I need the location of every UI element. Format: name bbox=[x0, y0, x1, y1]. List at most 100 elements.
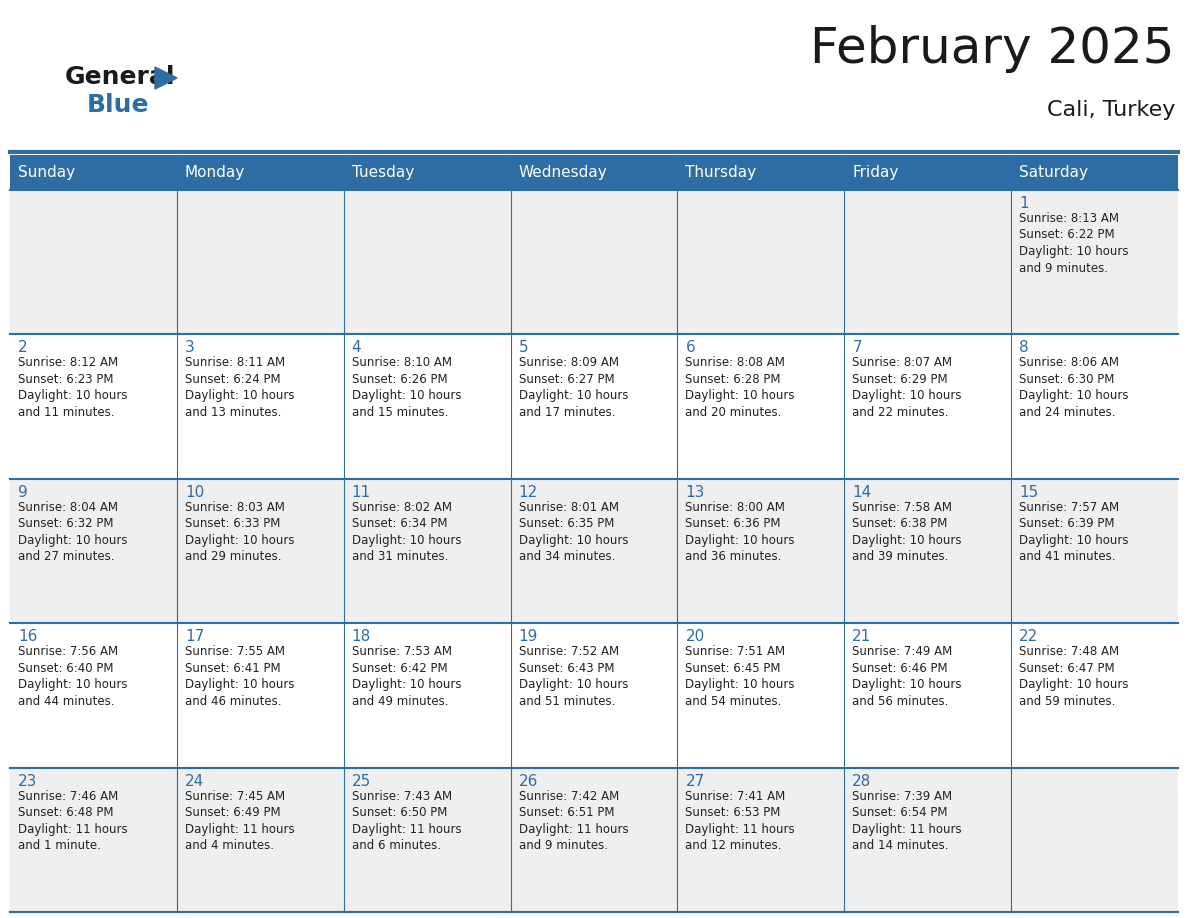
Text: Daylight: 10 hours: Daylight: 10 hours bbox=[852, 678, 962, 691]
Text: Sunrise: 7:39 AM: Sunrise: 7:39 AM bbox=[852, 789, 953, 802]
Text: Daylight: 10 hours: Daylight: 10 hours bbox=[519, 389, 628, 402]
Text: Sunset: 6:26 PM: Sunset: 6:26 PM bbox=[352, 373, 448, 386]
Text: Daylight: 11 hours: Daylight: 11 hours bbox=[519, 823, 628, 835]
Text: Sunset: 6:36 PM: Sunset: 6:36 PM bbox=[685, 518, 781, 531]
Text: and 22 minutes.: and 22 minutes. bbox=[852, 406, 949, 419]
Text: Daylight: 10 hours: Daylight: 10 hours bbox=[18, 678, 127, 691]
Text: Monday: Monday bbox=[185, 165, 245, 180]
Text: Sunset: 6:23 PM: Sunset: 6:23 PM bbox=[18, 373, 114, 386]
Text: Sunset: 6:24 PM: Sunset: 6:24 PM bbox=[185, 373, 280, 386]
Text: 15: 15 bbox=[1019, 485, 1038, 499]
Text: and 12 minutes.: and 12 minutes. bbox=[685, 839, 782, 852]
Text: 11: 11 bbox=[352, 485, 371, 499]
Text: Daylight: 11 hours: Daylight: 11 hours bbox=[852, 823, 962, 835]
Text: and 59 minutes.: and 59 minutes. bbox=[1019, 695, 1116, 708]
Text: Sunrise: 7:45 AM: Sunrise: 7:45 AM bbox=[185, 789, 285, 802]
Text: 8: 8 bbox=[1019, 341, 1029, 355]
Text: 24: 24 bbox=[185, 774, 204, 789]
Text: and 27 minutes.: and 27 minutes. bbox=[18, 550, 114, 564]
Text: 4: 4 bbox=[352, 341, 361, 355]
Bar bbox=[10, 334, 1178, 479]
Text: Sunset: 6:28 PM: Sunset: 6:28 PM bbox=[685, 373, 781, 386]
Text: Daylight: 10 hours: Daylight: 10 hours bbox=[685, 678, 795, 691]
Text: Sunset: 6:45 PM: Sunset: 6:45 PM bbox=[685, 662, 781, 675]
Text: Sunset: 6:54 PM: Sunset: 6:54 PM bbox=[852, 806, 948, 819]
Text: and 14 minutes.: and 14 minutes. bbox=[852, 839, 949, 852]
Text: February 2025: February 2025 bbox=[810, 25, 1175, 73]
Text: Sunset: 6:40 PM: Sunset: 6:40 PM bbox=[18, 662, 114, 675]
Text: Sunrise: 8:02 AM: Sunrise: 8:02 AM bbox=[352, 501, 451, 514]
Text: and 44 minutes.: and 44 minutes. bbox=[18, 695, 114, 708]
Text: Daylight: 10 hours: Daylight: 10 hours bbox=[1019, 245, 1129, 258]
Text: General: General bbox=[65, 65, 176, 89]
Text: Daylight: 10 hours: Daylight: 10 hours bbox=[685, 389, 795, 402]
Text: 12: 12 bbox=[519, 485, 538, 499]
Text: Sunrise: 8:01 AM: Sunrise: 8:01 AM bbox=[519, 501, 619, 514]
Text: and 54 minutes.: and 54 minutes. bbox=[685, 695, 782, 708]
Text: and 1 minute.: and 1 minute. bbox=[18, 839, 101, 852]
Text: Sunset: 6:35 PM: Sunset: 6:35 PM bbox=[519, 518, 614, 531]
Text: Daylight: 10 hours: Daylight: 10 hours bbox=[185, 389, 295, 402]
Text: Sunset: 6:51 PM: Sunset: 6:51 PM bbox=[519, 806, 614, 819]
Text: Sunrise: 7:56 AM: Sunrise: 7:56 AM bbox=[18, 645, 118, 658]
Text: and 6 minutes.: and 6 minutes. bbox=[352, 839, 441, 852]
Text: Daylight: 10 hours: Daylight: 10 hours bbox=[1019, 678, 1129, 691]
Bar bbox=[10, 479, 1178, 623]
Text: Friday: Friday bbox=[852, 165, 898, 180]
Text: 10: 10 bbox=[185, 485, 204, 499]
Text: Sunrise: 8:03 AM: Sunrise: 8:03 AM bbox=[185, 501, 285, 514]
Text: Daylight: 10 hours: Daylight: 10 hours bbox=[519, 678, 628, 691]
Text: and 20 minutes.: and 20 minutes. bbox=[685, 406, 782, 419]
Text: and 51 minutes.: and 51 minutes. bbox=[519, 695, 615, 708]
Text: 14: 14 bbox=[852, 485, 872, 499]
Text: and 4 minutes.: and 4 minutes. bbox=[185, 839, 274, 852]
Text: Sunset: 6:48 PM: Sunset: 6:48 PM bbox=[18, 806, 114, 819]
Text: Sunset: 6:49 PM: Sunset: 6:49 PM bbox=[185, 806, 280, 819]
Text: Sunset: 6:41 PM: Sunset: 6:41 PM bbox=[185, 662, 280, 675]
Text: Daylight: 11 hours: Daylight: 11 hours bbox=[685, 823, 795, 835]
Text: Sunset: 6:39 PM: Sunset: 6:39 PM bbox=[1019, 518, 1114, 531]
Text: Thursday: Thursday bbox=[685, 165, 757, 180]
Text: 27: 27 bbox=[685, 774, 704, 789]
Text: Daylight: 10 hours: Daylight: 10 hours bbox=[1019, 389, 1129, 402]
Text: and 15 minutes.: and 15 minutes. bbox=[352, 406, 448, 419]
Text: Sunset: 6:50 PM: Sunset: 6:50 PM bbox=[352, 806, 447, 819]
Text: Sunset: 6:53 PM: Sunset: 6:53 PM bbox=[685, 806, 781, 819]
Text: 22: 22 bbox=[1019, 629, 1038, 644]
Text: 9: 9 bbox=[18, 485, 27, 499]
Text: Sunrise: 8:13 AM: Sunrise: 8:13 AM bbox=[1019, 212, 1119, 225]
Text: and 39 minutes.: and 39 minutes. bbox=[852, 550, 949, 564]
Text: Daylight: 11 hours: Daylight: 11 hours bbox=[185, 823, 295, 835]
Text: and 34 minutes.: and 34 minutes. bbox=[519, 550, 615, 564]
Text: Daylight: 10 hours: Daylight: 10 hours bbox=[519, 533, 628, 547]
Text: and 49 minutes.: and 49 minutes. bbox=[352, 695, 448, 708]
Text: Sunrise: 7:58 AM: Sunrise: 7:58 AM bbox=[852, 501, 953, 514]
Text: Blue: Blue bbox=[87, 93, 150, 117]
Text: and 56 minutes.: and 56 minutes. bbox=[852, 695, 949, 708]
Text: Sunrise: 7:41 AM: Sunrise: 7:41 AM bbox=[685, 789, 785, 802]
Text: 1: 1 bbox=[1019, 196, 1029, 211]
Text: Sunrise: 7:43 AM: Sunrise: 7:43 AM bbox=[352, 789, 451, 802]
Text: 26: 26 bbox=[519, 774, 538, 789]
Text: Sunrise: 7:46 AM: Sunrise: 7:46 AM bbox=[18, 789, 119, 802]
Text: Sunrise: 8:07 AM: Sunrise: 8:07 AM bbox=[852, 356, 953, 369]
Text: Sunset: 6:43 PM: Sunset: 6:43 PM bbox=[519, 662, 614, 675]
Text: Daylight: 10 hours: Daylight: 10 hours bbox=[352, 389, 461, 402]
Text: Daylight: 10 hours: Daylight: 10 hours bbox=[18, 389, 127, 402]
Text: 18: 18 bbox=[352, 629, 371, 644]
Text: and 46 minutes.: and 46 minutes. bbox=[185, 695, 282, 708]
Text: Daylight: 10 hours: Daylight: 10 hours bbox=[685, 533, 795, 547]
Text: and 11 minutes.: and 11 minutes. bbox=[18, 406, 114, 419]
Text: Sunrise: 7:52 AM: Sunrise: 7:52 AM bbox=[519, 645, 619, 658]
Text: Sunrise: 8:12 AM: Sunrise: 8:12 AM bbox=[18, 356, 118, 369]
Text: Daylight: 10 hours: Daylight: 10 hours bbox=[185, 533, 295, 547]
Text: Saturday: Saturday bbox=[1019, 165, 1088, 180]
Text: Daylight: 11 hours: Daylight: 11 hours bbox=[352, 823, 461, 835]
Text: Sunset: 6:32 PM: Sunset: 6:32 PM bbox=[18, 518, 114, 531]
Text: Sunset: 6:42 PM: Sunset: 6:42 PM bbox=[352, 662, 448, 675]
Text: and 41 minutes.: and 41 minutes. bbox=[1019, 550, 1116, 564]
Text: Daylight: 11 hours: Daylight: 11 hours bbox=[18, 823, 127, 835]
Text: 23: 23 bbox=[18, 774, 37, 789]
Text: and 9 minutes.: and 9 minutes. bbox=[1019, 262, 1108, 274]
Text: Wednesday: Wednesday bbox=[519, 165, 607, 180]
